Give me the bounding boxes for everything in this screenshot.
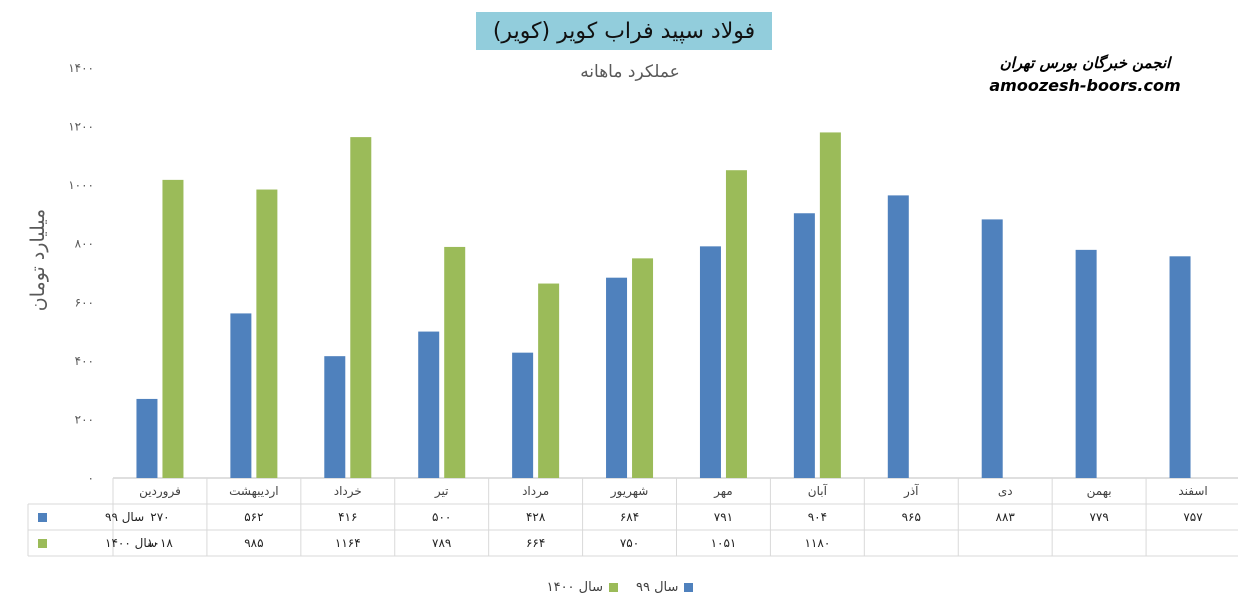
legend-swatch-series-99 [684, 583, 694, 592]
category-label: آذر [903, 483, 919, 499]
legend-item-series-99: سال ۹۹ [635, 580, 694, 595]
table-cell-value: ۴۲۸ [526, 510, 546, 524]
legend-item-series-1400: سال ۱۴۰۰ [547, 580, 618, 595]
bar-series-1400 [819, 132, 841, 478]
category-label: مرداد [522, 484, 549, 499]
category-label: آبان [808, 483, 828, 498]
bar-series-99 [887, 195, 909, 478]
table-cell-value: ۱۱۸۰ [804, 536, 830, 550]
table-cell-value: ۶۶۴ [526, 536, 545, 550]
table-swatch-series-1400 [38, 539, 47, 548]
bar-series-99 [418, 331, 440, 478]
table-header-series-1400: سال ۱۴۰۰ [105, 536, 157, 550]
category-label: اردیبهشت [229, 484, 278, 499]
legend-label-series-99: سال ۹۹ [635, 580, 679, 595]
bar-series-1400 [162, 179, 184, 478]
bar-series-1400 [632, 258, 654, 478]
bar-series-1400 [538, 283, 560, 478]
table-cell-value: ۱۰۵۱ [711, 536, 737, 550]
chart-title-box: فولاد سپید فراب کویر (کویر) [476, 12, 772, 50]
legend: سال ۹۹ سال ۱۴۰۰ [500, 580, 740, 595]
y-tick-label: ۱۰۰۰ [68, 178, 94, 192]
category-label: فروردین [139, 484, 181, 499]
table-cell-value: ۱۰۱۸ [147, 536, 173, 550]
bar-series-99 [512, 352, 534, 478]
category-label: مهر [713, 484, 733, 499]
bar-series-99 [981, 219, 1003, 478]
table-swatch-series-99 [38, 513, 47, 522]
bar-series-99 [1075, 249, 1097, 478]
bar-series-99 [606, 277, 628, 478]
table-cell-value: ۷۸۹ [432, 536, 451, 550]
bar-series-1400 [725, 170, 747, 478]
table-cell-value: ۹۶۵ [902, 510, 921, 524]
table-cell-value: ۷۵۰ [620, 536, 639, 550]
bar-series-1400 [256, 189, 278, 479]
table-cell-value: ۹۰۴ [808, 510, 827, 524]
category-label: خرداد [334, 484, 362, 499]
y-tick-label: ۱۲۰۰ [68, 120, 94, 134]
y-tick-label: ۲۰۰ [75, 412, 94, 426]
brand-name: انجمن خبرگان بورس تهران [999, 54, 1171, 72]
bar-series-99 [136, 398, 158, 478]
category-label: تیر [434, 484, 449, 499]
table-cell-value: ۵۶۲ [244, 510, 263, 524]
chart-title: فولاد سپید فراب کویر (کویر) [492, 18, 756, 44]
table-cell-value: ۱۱۶۴ [335, 536, 361, 550]
category-label: شهریور [610, 484, 649, 499]
bar-series-99 [699, 246, 721, 478]
table-cell-value: ۴۱۶ [338, 510, 357, 524]
category-label: اسفند [1178, 484, 1207, 498]
table-cell-value: ۶۸۴ [620, 510, 639, 524]
table-cell-value: ۷۹۱ [714, 510, 733, 524]
chart-subtitle: عملکرد ماهانه [580, 62, 680, 82]
y-tick-label: ۰ [88, 471, 94, 485]
category-label: دی [998, 484, 1013, 498]
table-header-series-99: سال ۹۹ [105, 510, 144, 524]
category-label: بهمن [1087, 484, 1112, 499]
table-cell-value: ۸۸۳ [996, 510, 1016, 524]
y-tick-label: ۶۰۰ [75, 295, 94, 309]
y-tick-label: ۸۰۰ [75, 237, 94, 251]
legend-swatch-series-1400 [608, 583, 618, 592]
table-cell-value: ۹۸۵ [244, 536, 263, 550]
bar-series-99 [793, 213, 815, 478]
y-tick-label: ۱۴۰۰ [68, 61, 94, 75]
bar-series-99 [324, 356, 346, 478]
legend-label-series-1400: سال ۱۴۰۰ [546, 580, 603, 595]
bar-series-99 [230, 313, 252, 478]
bar-series-99 [1169, 256, 1191, 478]
y-tick-label: ۴۰۰ [75, 354, 94, 368]
bar-series-1400 [350, 137, 372, 478]
brand-watermark: انجمن خبرگان بورس تهران amoozesh-boors.c… [980, 54, 1190, 95]
bar-series-1400 [444, 246, 466, 478]
table-cell-value: ۷۷۹ [1089, 510, 1108, 524]
brand-site: amoozesh-boors.com [989, 76, 1181, 95]
table-cell-value: ۲۷۰ [150, 510, 169, 524]
table-cell-value: ۷۵۷ [1183, 510, 1203, 524]
table-cell-value: ۵۰۰ [432, 510, 451, 524]
